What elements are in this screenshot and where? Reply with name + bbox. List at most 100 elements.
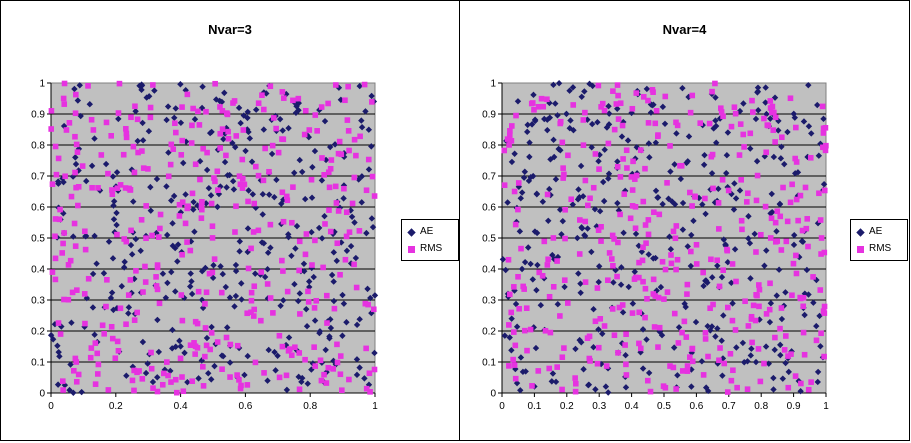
point-rms xyxy=(674,256,681,263)
point-rms xyxy=(642,314,648,321)
point-rms xyxy=(807,154,814,161)
point-ae xyxy=(102,160,110,168)
point-ae xyxy=(293,103,300,110)
point-ae xyxy=(276,115,284,123)
point-rms xyxy=(678,163,685,169)
point-rms xyxy=(323,292,330,299)
point-rms xyxy=(622,342,628,348)
point-rms xyxy=(617,211,623,218)
point-ae xyxy=(120,264,128,271)
point-rms xyxy=(595,82,602,89)
point-rms xyxy=(673,386,679,392)
point-ae xyxy=(54,381,62,388)
point-rms xyxy=(195,108,201,115)
point-rms xyxy=(87,354,94,361)
point-rms xyxy=(218,289,225,296)
point-rms xyxy=(192,343,199,350)
point-ae xyxy=(525,244,532,251)
point-rms xyxy=(89,184,95,191)
point-rms xyxy=(624,165,630,171)
point-rms xyxy=(280,268,286,274)
point-ae xyxy=(353,371,361,379)
point-ae xyxy=(517,195,524,202)
point-ae xyxy=(168,345,176,352)
point-ae xyxy=(67,361,74,368)
point-rms xyxy=(816,190,822,197)
x-tick-label: 0.9 xyxy=(787,401,801,412)
point-ae xyxy=(770,374,777,382)
point-ae xyxy=(274,352,281,360)
point-ae xyxy=(223,184,230,191)
point-ae xyxy=(136,82,143,89)
point-ae xyxy=(624,137,632,144)
point-ae xyxy=(93,260,100,267)
point-rms xyxy=(214,168,221,175)
point-rms xyxy=(798,380,804,387)
point-ae xyxy=(246,135,254,142)
point-rms xyxy=(733,278,739,285)
point-rms xyxy=(248,309,254,316)
point-rms xyxy=(325,169,332,176)
point-rms xyxy=(234,342,241,349)
point-rms xyxy=(341,185,347,192)
point-ae xyxy=(572,345,579,353)
point-ae xyxy=(296,290,303,297)
point-rms xyxy=(52,276,59,283)
point-rms xyxy=(239,175,246,182)
point-rms xyxy=(718,109,725,115)
point-rms xyxy=(114,185,121,192)
point-ae xyxy=(715,185,722,193)
point-rms xyxy=(769,109,775,116)
point-ae xyxy=(208,376,215,383)
point-rms xyxy=(557,120,564,127)
point-rms xyxy=(559,354,566,361)
point-rms xyxy=(609,256,615,262)
point-ae xyxy=(524,128,531,136)
point-rms xyxy=(202,353,208,360)
point-rms xyxy=(515,206,521,213)
point-rms xyxy=(668,260,675,267)
point-rms xyxy=(189,190,196,197)
point-rms xyxy=(668,252,674,258)
point-ae xyxy=(731,246,739,253)
point-ae xyxy=(508,158,516,166)
point-rms xyxy=(542,327,549,334)
point-rms xyxy=(818,330,824,337)
point-rms xyxy=(273,125,279,132)
point-ae xyxy=(125,304,133,311)
point-rms xyxy=(706,120,713,127)
point-rms xyxy=(108,133,114,139)
point-ae xyxy=(271,193,278,201)
point-ae xyxy=(170,192,178,200)
point-ae xyxy=(244,248,251,256)
point-ae xyxy=(499,256,507,263)
point-rms xyxy=(728,123,735,130)
point-ae xyxy=(113,209,120,217)
point-rms xyxy=(351,261,357,268)
point-ae xyxy=(805,123,813,130)
point-rms xyxy=(179,317,186,324)
point-rms xyxy=(716,226,722,232)
point-rms xyxy=(302,356,308,363)
point-rms xyxy=(129,377,136,384)
point-rms xyxy=(501,147,508,154)
point-rms xyxy=(749,339,755,346)
point-rms xyxy=(123,125,129,132)
point-ae xyxy=(708,323,716,330)
point-rms xyxy=(767,235,774,241)
x-tick-label: 0.7 xyxy=(722,401,736,412)
point-rms xyxy=(258,269,265,275)
point-ae xyxy=(89,304,97,311)
point-rms xyxy=(599,100,606,107)
point-rms xyxy=(640,198,647,205)
point-rms xyxy=(697,120,704,126)
point-ae xyxy=(326,143,334,151)
point-rms xyxy=(788,351,794,357)
point-ae xyxy=(280,297,287,304)
diamond-marker-icon xyxy=(407,227,416,237)
point-ae xyxy=(268,150,276,158)
point-rms xyxy=(590,184,597,191)
point-rms xyxy=(689,92,696,99)
point-ae xyxy=(331,141,339,148)
point-ae xyxy=(273,176,280,184)
